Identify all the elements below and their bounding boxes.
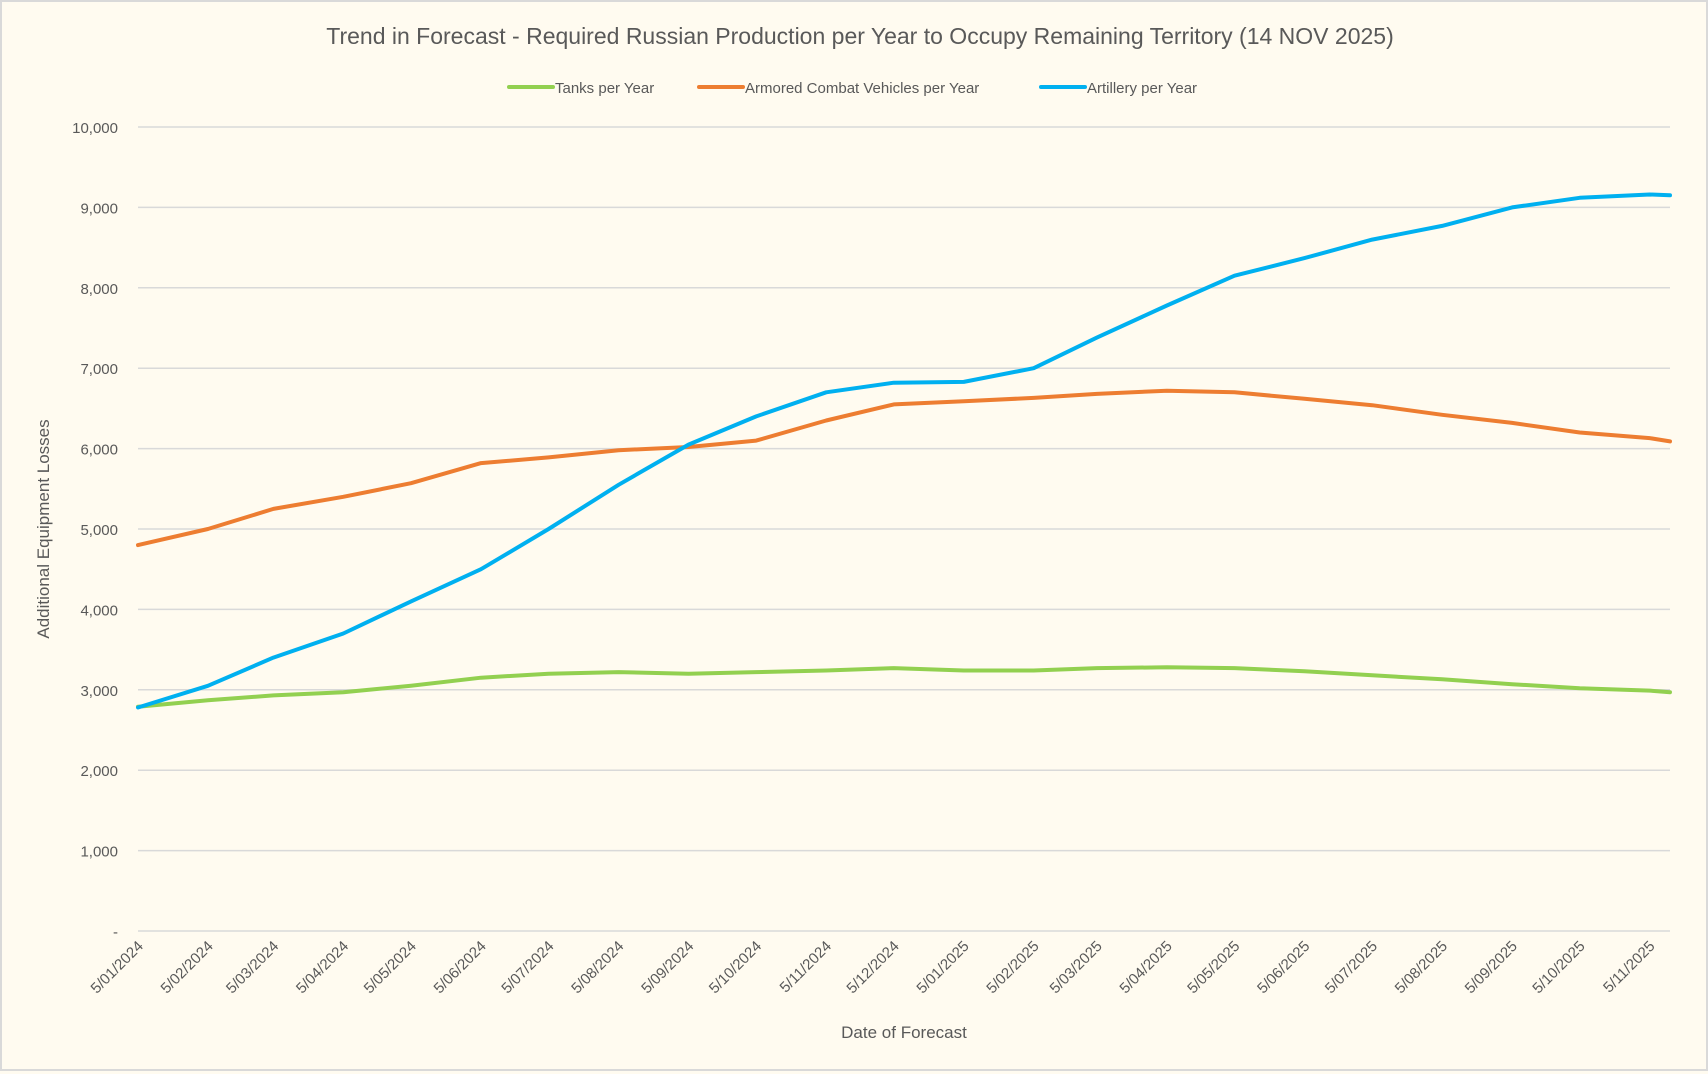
y-tick-label: 1,000 — [80, 844, 118, 861]
x-tick-label: 5/01/2025 — [913, 938, 972, 997]
y-tick-label: 8,000 — [80, 281, 118, 298]
x-tick-label: 5/07/2025 — [1322, 938, 1381, 997]
x-tick-label: 5/02/2025 — [983, 938, 1042, 997]
x-tick-label: 5/03/2025 — [1047, 938, 1106, 997]
legend-label: Artillery per Year — [1087, 80, 1197, 97]
y-tick-label: 9,000 — [80, 200, 118, 217]
x-tick-label: 5/06/2025 — [1254, 938, 1313, 997]
x-tick-label: 5/08/2024 — [568, 938, 627, 997]
legend-label: Tanks per Year — [555, 80, 654, 97]
y-tick-label: 5,000 — [80, 522, 118, 539]
y-tick-label: 10,000 — [72, 120, 118, 137]
y-tick-label: - — [113, 924, 118, 941]
legend: Tanks per Year Armored Combat Vehicles pe… — [507, 80, 1197, 97]
y-tick-label: 4,000 — [80, 602, 118, 619]
series-line-2 — [136, 192, 1672, 710]
x-axis-ticks: 5/01/2024 5/02/2024 5/03/2024 5/04/2024 5/05… — [88, 938, 1659, 997]
x-tick-label: 5/05/2024 — [361, 938, 420, 997]
x-tick-label: 5/04/2024 — [293, 938, 352, 997]
x-tick-label: 5/10/2024 — [706, 938, 765, 997]
x-tick-label: 5/07/2024 — [498, 938, 557, 997]
y-tick-label: 6,000 — [80, 442, 118, 459]
legend-label: Armored Combat Vehicles per Year — [745, 80, 979, 97]
x-tick-label: 5/12/2024 — [843, 938, 902, 997]
series-line-0 — [136, 665, 1672, 709]
x-tick-label: 5/06/2024 — [431, 938, 490, 997]
y-axis-label: Additional Equipment Losses — [34, 419, 53, 638]
y-axis-ticks: - 1,000 2,000 3,000 4,000 5,000 6,000 7,000 8,00… — [72, 120, 118, 941]
x-axis-label: Date of Forecast — [841, 1023, 967, 1042]
x-tick-label: 5/05/2025 — [1184, 938, 1243, 997]
x-tick-label: 5/09/2024 — [638, 938, 697, 997]
chart-title: Trend in Forecast - Required Russian Pro… — [326, 23, 1393, 49]
y-tick-label: 7,000 — [80, 361, 118, 378]
x-tick-label: 5/10/2025 — [1529, 938, 1588, 997]
series-line-1 — [136, 388, 1672, 548]
gridlines — [138, 126, 1670, 932]
y-tick-label: 2,000 — [80, 763, 118, 780]
y-tick-label: 3,000 — [80, 683, 118, 700]
x-tick-label: 5/01/2024 — [88, 938, 147, 997]
x-tick-label: 5/03/2024 — [223, 938, 282, 997]
x-tick-label: 5/09/2025 — [1462, 938, 1521, 997]
x-tick-label: 5/11/2025 — [1600, 938, 1658, 996]
series-lines — [136, 192, 1672, 710]
x-tick-label: 5/04/2025 — [1116, 938, 1175, 997]
x-tick-label: 5/02/2024 — [158, 938, 217, 997]
x-tick-label: 5/08/2025 — [1392, 938, 1451, 997]
x-tick-label: 5/11/2024 — [777, 938, 835, 996]
